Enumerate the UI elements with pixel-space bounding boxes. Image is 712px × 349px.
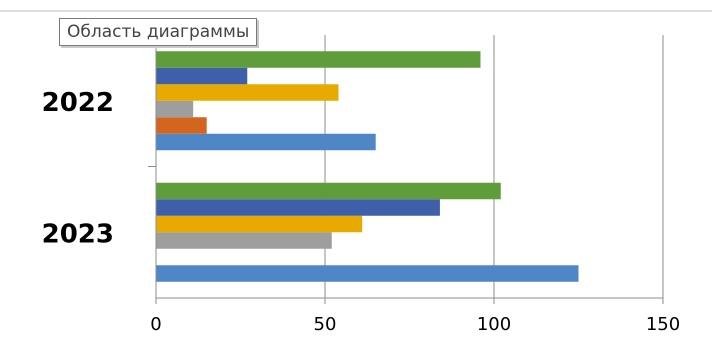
bar [156,67,248,85]
bar [156,133,376,151]
bar [156,182,501,200]
bars [156,51,579,282]
x-tick-label: 0 [150,314,161,335]
bar [156,265,579,282]
bar [156,117,207,134]
axes [148,35,664,304]
category-label: 2023 [42,219,114,249]
bar [156,51,481,68]
bar [156,199,440,216]
labels: 0 50 100 150 2023 2022 [42,88,681,335]
bar [156,215,363,233]
x-tick-label: 150 [646,314,680,335]
category-label: 2022 [42,88,114,118]
chart-area-tooltip: Область диаграммы [59,18,258,46]
bar [156,100,194,118]
gridlines [324,35,664,298]
bar [156,232,332,249]
x-tick-label: 100 [477,314,511,335]
x-tick-label: 50 [314,314,337,335]
bar [156,84,339,101]
